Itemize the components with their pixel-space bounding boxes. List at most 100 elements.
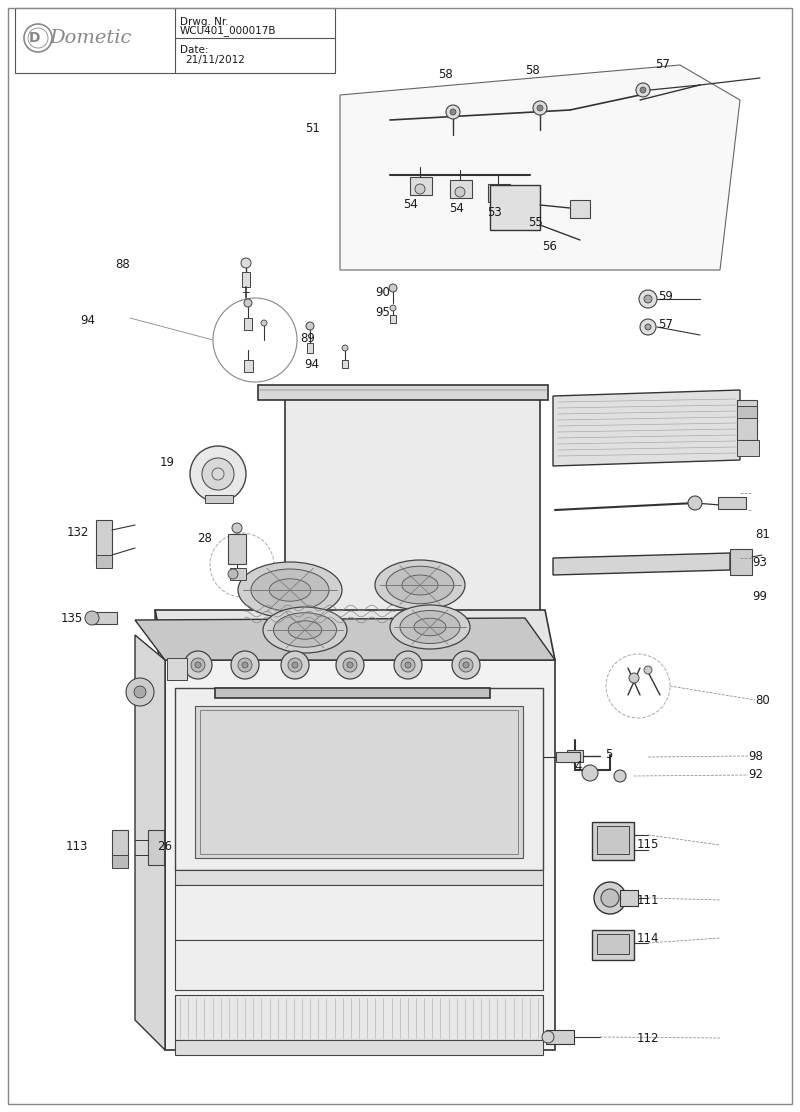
Ellipse shape (238, 562, 342, 618)
Bar (112, 830, 128, 865)
Circle shape (405, 662, 411, 668)
Bar (620, 890, 638, 906)
Text: D: D (30, 31, 41, 44)
Circle shape (644, 295, 652, 302)
Bar (737, 400, 757, 440)
Circle shape (281, 651, 309, 679)
Circle shape (446, 105, 460, 119)
Circle shape (639, 290, 657, 308)
Bar (730, 549, 752, 575)
Polygon shape (258, 385, 548, 400)
Text: 28: 28 (197, 532, 212, 545)
Circle shape (134, 686, 146, 698)
Circle shape (636, 83, 650, 97)
Bar (167, 658, 187, 681)
Text: 99: 99 (752, 589, 767, 603)
Bar (737, 440, 759, 456)
Ellipse shape (386, 566, 454, 604)
Bar (546, 1030, 574, 1044)
Circle shape (85, 610, 99, 625)
Polygon shape (175, 1040, 543, 1055)
Bar (450, 180, 472, 198)
Bar (307, 342, 313, 353)
Ellipse shape (414, 618, 446, 636)
Text: Dometic: Dometic (49, 29, 131, 47)
Text: 113: 113 (66, 841, 88, 854)
Bar (490, 185, 540, 230)
Text: 53: 53 (487, 206, 502, 218)
Bar (567, 749, 583, 762)
Circle shape (614, 770, 626, 782)
Polygon shape (96, 555, 112, 568)
Polygon shape (175, 870, 543, 885)
Text: 135: 135 (61, 612, 83, 625)
Text: 94: 94 (304, 358, 319, 371)
Polygon shape (175, 940, 543, 990)
Polygon shape (165, 661, 555, 1050)
Circle shape (463, 662, 469, 668)
Bar (15, 8, 335, 73)
Circle shape (241, 258, 251, 268)
Polygon shape (135, 618, 555, 661)
Bar (597, 934, 629, 954)
Text: 89: 89 (300, 331, 315, 345)
Text: 26: 26 (157, 841, 172, 854)
Bar (92, 612, 117, 624)
Text: 56: 56 (542, 240, 557, 254)
Circle shape (537, 105, 543, 111)
Circle shape (195, 662, 201, 668)
Circle shape (347, 662, 353, 668)
Ellipse shape (269, 579, 310, 602)
Bar (592, 930, 634, 960)
Text: 94: 94 (80, 314, 95, 327)
Text: 5: 5 (605, 747, 612, 761)
Text: 92: 92 (748, 768, 763, 782)
Text: 98: 98 (748, 749, 763, 763)
Circle shape (288, 658, 302, 672)
Circle shape (582, 765, 598, 781)
Bar (597, 826, 629, 854)
Text: 19: 19 (160, 457, 175, 469)
Text: 81: 81 (755, 528, 770, 542)
Text: 59: 59 (658, 289, 673, 302)
Polygon shape (340, 64, 740, 270)
Polygon shape (553, 390, 740, 466)
Ellipse shape (400, 610, 460, 644)
Bar (230, 568, 246, 580)
Polygon shape (155, 610, 555, 661)
Text: 21/11/2012: 21/11/2012 (185, 54, 245, 64)
Text: 115: 115 (637, 838, 659, 852)
Circle shape (202, 458, 234, 490)
Text: Drwg. Nr.: Drwg. Nr. (180, 17, 229, 27)
Text: 90: 90 (375, 287, 390, 299)
Ellipse shape (274, 613, 337, 647)
Circle shape (336, 651, 364, 679)
Ellipse shape (390, 605, 470, 649)
Bar (205, 495, 233, 503)
Circle shape (292, 662, 298, 668)
Polygon shape (215, 688, 490, 698)
Circle shape (191, 658, 205, 672)
Ellipse shape (263, 607, 347, 653)
Circle shape (342, 345, 348, 351)
Bar (570, 200, 590, 218)
Text: 58: 58 (438, 69, 453, 81)
Bar (556, 752, 580, 762)
Circle shape (238, 658, 252, 672)
Circle shape (232, 523, 242, 533)
Circle shape (415, 183, 425, 193)
Text: 88: 88 (115, 258, 130, 271)
Polygon shape (175, 885, 543, 940)
Circle shape (244, 299, 252, 307)
Text: 58: 58 (526, 63, 540, 77)
Circle shape (261, 320, 267, 326)
Text: 54: 54 (403, 199, 418, 211)
Polygon shape (175, 688, 543, 870)
Ellipse shape (402, 575, 438, 595)
Bar (410, 177, 432, 195)
Text: 57: 57 (658, 318, 673, 331)
Bar (228, 534, 246, 564)
Circle shape (228, 569, 238, 579)
Circle shape (542, 1031, 554, 1043)
Bar (737, 406, 757, 418)
